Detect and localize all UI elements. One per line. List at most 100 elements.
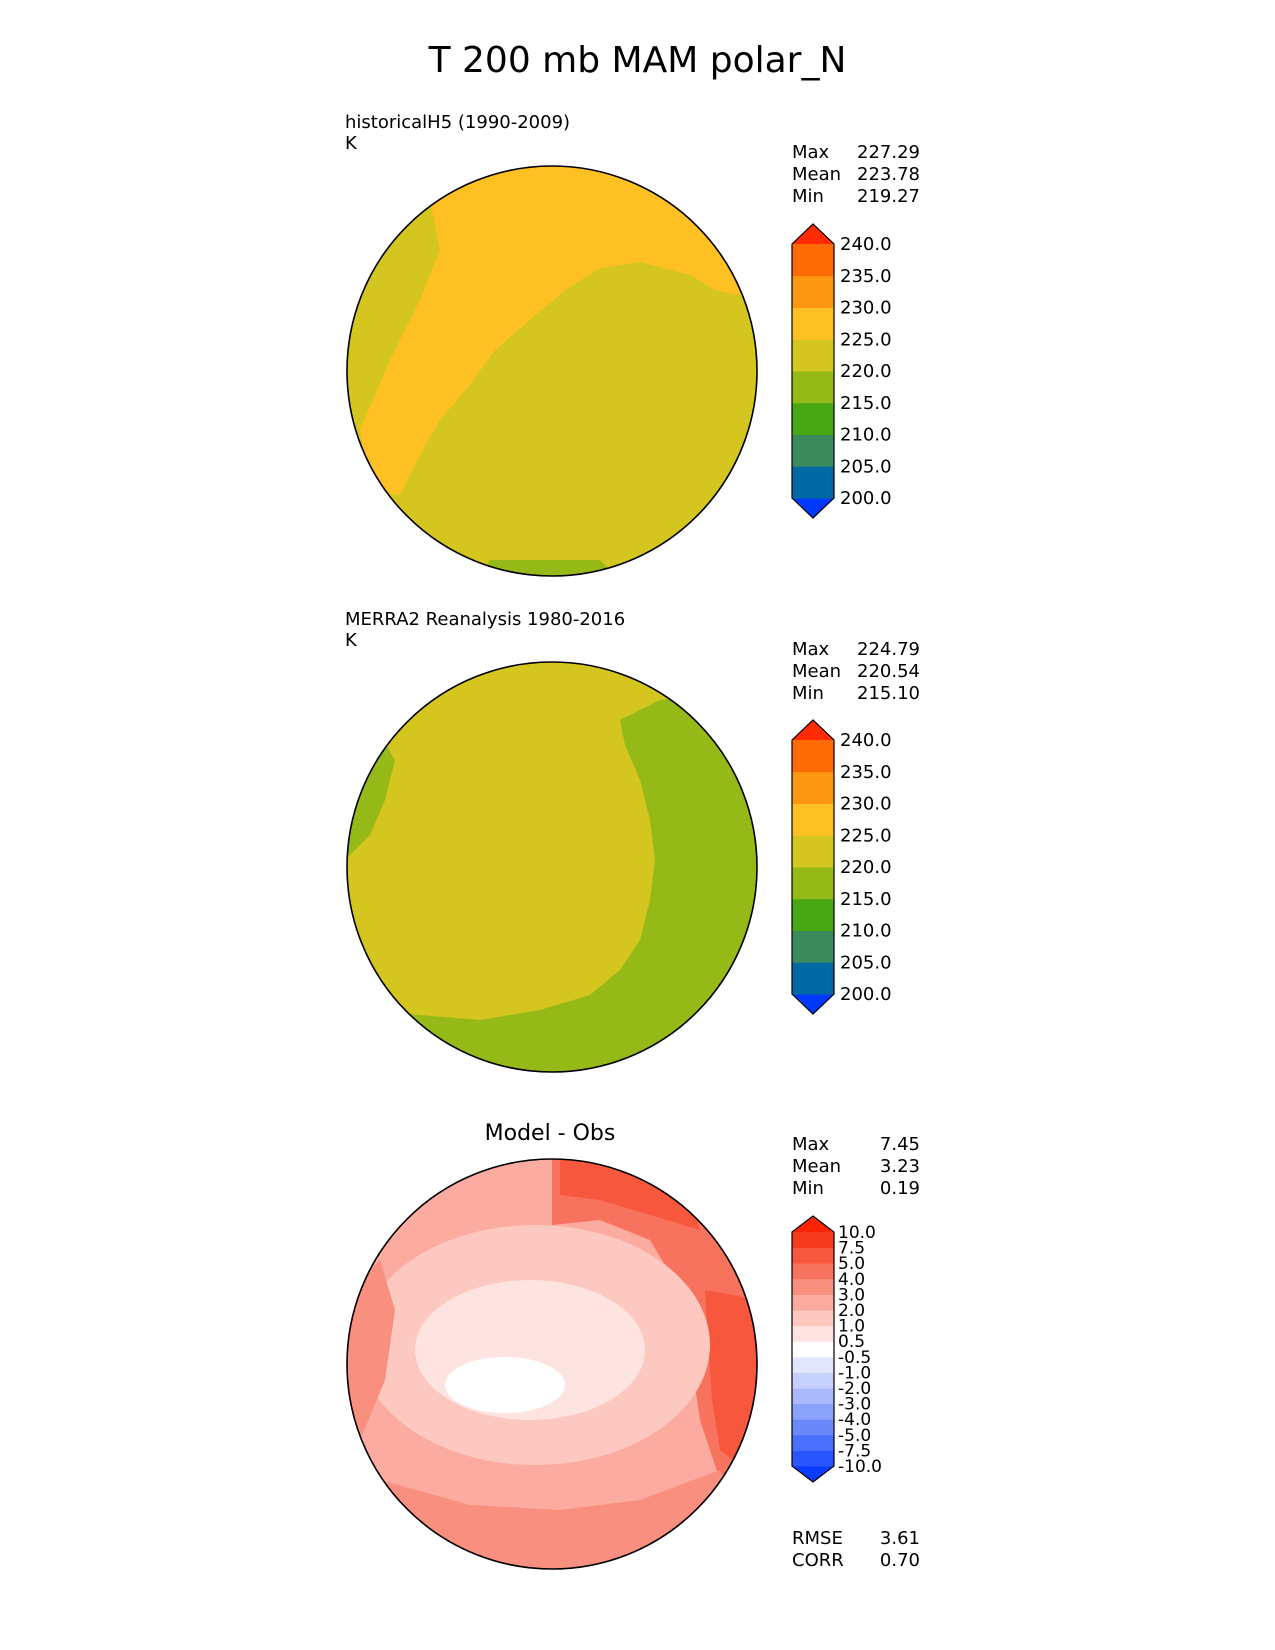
colorbar-extend-max: [792, 1216, 834, 1232]
stat-max: Max 7.45: [792, 1134, 920, 1155]
colorbar-segment: [792, 307, 834, 340]
colorbar-segment: [792, 1403, 834, 1420]
colorbar-segment: [792, 1388, 834, 1405]
panel-2-label: MERRA2 Reanalysis 1980-2016 K: [345, 609, 625, 651]
panel-3-extra-stats: RMSE 3.61 CORR 0.70: [792, 1528, 920, 1572]
colorbar-segment: [792, 740, 834, 773]
colorbar-extend-min: [792, 1466, 834, 1482]
colorbar-segment: [792, 1310, 834, 1327]
colorbar-tick-label: -5.0: [838, 1426, 871, 1446]
colorbar-segment: [792, 1325, 834, 1342]
colorbar-1: 200.0 205.0 210.0 215.0 220.0 225.0 230.0 235.0…: [791, 223, 892, 519]
colorbar-tick-label: 205.0: [840, 456, 892, 477]
colorbar-tick-label: -7.5: [838, 1441, 871, 1461]
colorbar-segment: [792, 1278, 834, 1295]
colorbar-tick-label: 4.0: [838, 1270, 865, 1290]
colorbar-segment: [792, 371, 834, 404]
colorbar-tick-label: -0.5: [838, 1348, 871, 1368]
colorbar-tick-label: 7.5: [838, 1239, 865, 1259]
colorbar-segment: [792, 1263, 834, 1280]
map-panel-1: [347, 166, 757, 576]
colorbar-tick-label: 200.0: [840, 984, 892, 1005]
figure-title: T 200 mb MAM polar_N: [428, 40, 847, 81]
colorbar-tick-label: 235.0: [840, 762, 892, 783]
colorbar-segment: [792, 1434, 834, 1451]
colorbar-tick-label: 215.0: [840, 393, 892, 414]
stat-mean: Mean 223.78: [792, 164, 920, 185]
colorbar-segment: [792, 275, 834, 308]
colorbar-outline: [791, 223, 835, 519]
colorbar-tick-label: 220.0: [840, 361, 892, 382]
colorbar-segment: [792, 962, 834, 995]
colorbar-outline: [791, 719, 835, 1015]
colorbar-tick-label: 235.0: [840, 266, 892, 287]
colorbar-extend-min: [792, 498, 834, 518]
colorbar-segment: [792, 1356, 834, 1373]
panel-1-stats: Max 227.29 Mean 223.78 Min 219.27: [792, 142, 920, 208]
colorbar-segment: [792, 1247, 834, 1264]
colorbar-tick-label: 205.0: [840, 952, 892, 973]
stat-min: Min 215.10: [792, 683, 920, 704]
colorbar-segment: [792, 867, 834, 900]
panel-1-label: historicalH5 (1990-2009) K: [345, 112, 570, 154]
colorbar-tick-label: 10.0: [838, 1223, 876, 1243]
colorbar-2: 200.0 205.0 210.0 215.0 220.0 225.0 230.0 235.0…: [791, 719, 892, 1015]
colorbar-tick-label: -10.0: [838, 1457, 882, 1477]
colorbar-segment: [792, 402, 834, 435]
colorbar-segment: [792, 1341, 834, 1358]
colorbar-segment: [792, 1372, 834, 1389]
colorbar-tick-label: -3.0: [838, 1395, 871, 1415]
colorbar-tick-label: 3.0: [838, 1285, 865, 1305]
stat-rmse: RMSE 3.61: [792, 1528, 920, 1549]
panel-2-title: MERRA2 Reanalysis 1980-2016: [345, 609, 626, 630]
colorbar-tick-label: 230.0: [840, 298, 892, 319]
map-2-boundary: [346, 661, 758, 1073]
stat-max: Max 224.79: [792, 639, 920, 660]
map-panel-3: [347, 1159, 757, 1569]
panel-1-title: historicalH5 (1990-2009): [345, 112, 571, 133]
colorbar-segment: [792, 339, 834, 372]
colorbar-tick-label: 225.0: [840, 825, 892, 846]
panel-3-stats: Max 7.45 Mean 3.23 Min 0.19: [792, 1134, 920, 1200]
colorbar-tick-label: 225.0: [840, 329, 892, 350]
map-1-boundary: [346, 165, 758, 577]
panel-2-stats: Max 224.79 Mean 220.54 Min 215.10: [792, 639, 920, 705]
colorbar-segment: [792, 244, 834, 277]
colorbar-extend-min: [792, 994, 834, 1014]
colorbar-outline: [791, 1215, 835, 1483]
colorbar-segment: [792, 835, 834, 868]
stat-corr: CORR 0.70: [792, 1550, 920, 1571]
colorbar-segment: [792, 898, 834, 931]
colorbar-tick-label: 5.0: [838, 1254, 865, 1274]
colorbar-tick-label: 240.0: [840, 234, 892, 255]
panel-3-title: Model - Obs: [484, 1121, 616, 1146]
colorbar-tick-label: -4.0: [838, 1410, 871, 1430]
colorbar-segment: [792, 1450, 834, 1467]
colorbar-tick-label: 200.0: [840, 488, 892, 509]
colorbar-segment: [792, 1232, 834, 1249]
colorbar-segment: [792, 771, 834, 804]
stat-max: Max 227.29: [792, 142, 920, 163]
stat-mean: Mean 220.54: [792, 661, 920, 682]
stat-mean: Mean 3.23: [792, 1156, 920, 1177]
colorbar-tick-label: -1.0: [838, 1363, 871, 1383]
colorbar-segment: [792, 434, 834, 467]
colorbar-tick-label: 2.0: [838, 1301, 865, 1321]
panel-2-units: K: [345, 630, 357, 651]
panel-1-units: K: [345, 133, 357, 154]
colorbar-tick-label: 210.0: [840, 425, 892, 446]
colorbar-segment: [792, 1294, 834, 1311]
colorbar-segment: [792, 1419, 834, 1436]
colorbar-tick-label: 0.5: [838, 1332, 865, 1352]
colorbar-tick-label: 230.0: [840, 794, 892, 815]
map-panel-2: [347, 662, 757, 1072]
colorbar-tick-label: 215.0: [840, 889, 892, 910]
colorbar-tick-label: -2.0: [838, 1379, 871, 1399]
colorbar-segment: [792, 466, 834, 499]
stat-min: Min 0.19: [792, 1178, 920, 1199]
colorbar-tick-label: 210.0: [840, 921, 892, 942]
colorbar-segment: [792, 930, 834, 963]
colorbar-tick-label: 240.0: [840, 730, 892, 751]
colorbar-3: -10.0-7.5-5.0-4.0-3.0-2.0-1.0-0.50.51.02…: [791, 1215, 882, 1483]
